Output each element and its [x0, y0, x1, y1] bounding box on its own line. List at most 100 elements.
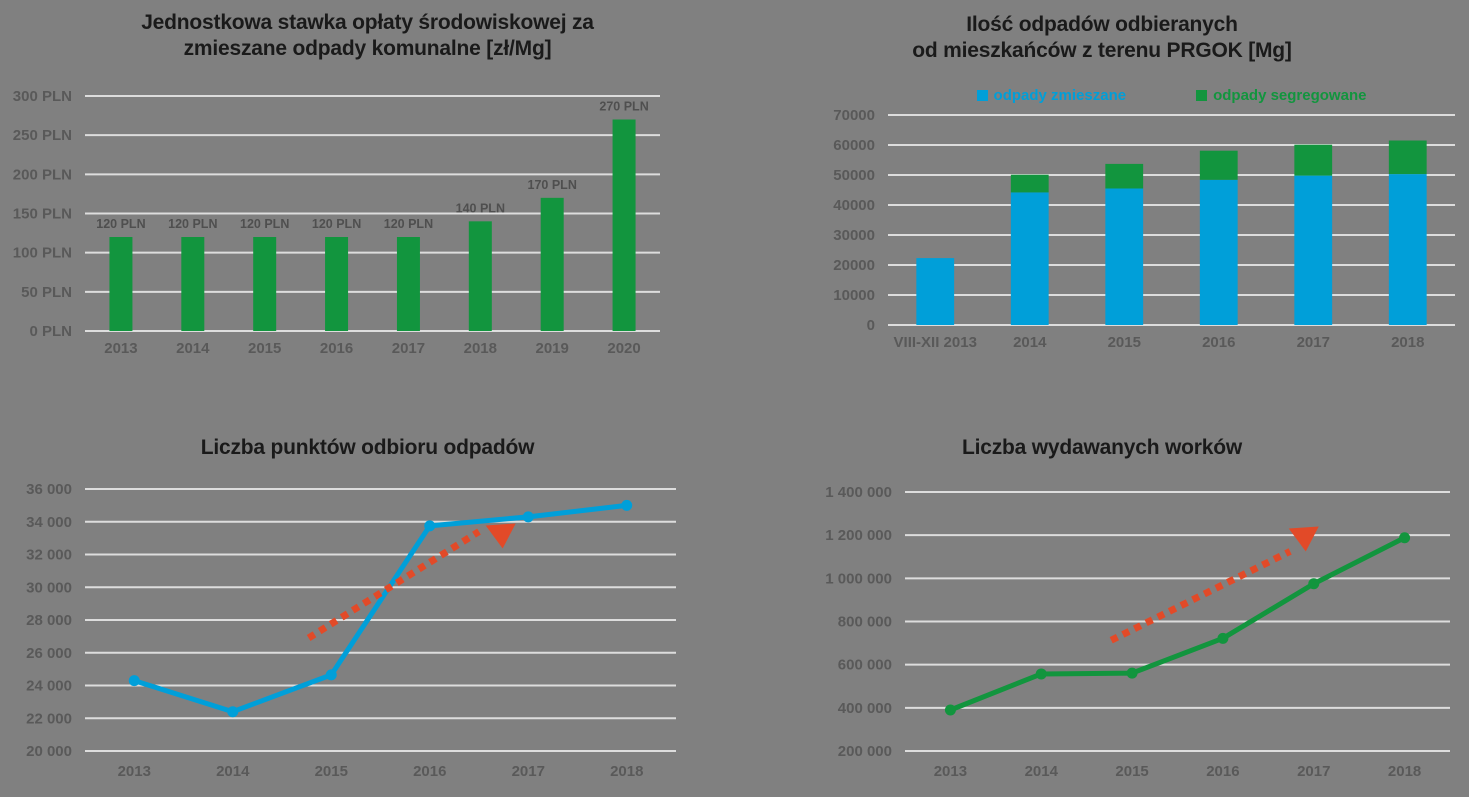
x-tick-label: 2016	[1206, 763, 1239, 780]
y-tick-label: 300 PLN	[13, 88, 72, 105]
x-tick-label: 2015	[315, 763, 348, 780]
y-tick-label: 32 000	[26, 547, 72, 564]
legend-swatch-blue-icon	[976, 89, 988, 101]
y-tick-label: 50000	[833, 167, 875, 184]
data-point-marker	[1308, 578, 1320, 590]
y-tick-label: 800 000	[838, 614, 892, 631]
y-tick-label: 600 000	[838, 657, 892, 674]
bar-value-label: 120 PLN	[312, 217, 361, 231]
bar-2015	[253, 237, 277, 331]
legend-swatch-green-icon	[1196, 89, 1208, 101]
chart-plot-unit-fee: 0 PLN 50 PLN 100 PLN 150 PLN 200 PLN 250 PLN 3…	[13, 88, 660, 357]
x-tick-label: 2017	[512, 763, 545, 780]
bar-2013	[109, 237, 133, 331]
x-tick-label: 2016	[320, 340, 353, 357]
data-point-marker	[522, 511, 534, 523]
bar-segment-2016	[1199, 150, 1238, 180]
legend-label-segregated-waste: odpady segregowane	[1213, 86, 1367, 104]
y-tick-label: 250 PLN	[13, 127, 72, 144]
bar-segment-2015	[1105, 163, 1144, 189]
data-point-marker	[621, 499, 633, 511]
bar-2018	[468, 221, 492, 331]
chart-plot-waste-collected: 0 10000 20000 30000 40000 50000 60000 70000 VIII…	[833, 107, 1455, 351]
y-tick-label: 400 000	[838, 700, 892, 717]
x-tick-label: 2015	[1115, 763, 1148, 780]
data-point-marker	[424, 520, 436, 532]
y-tick-label: 0	[867, 317, 875, 334]
y-tick-label: 26 000	[26, 645, 72, 662]
data-point-marker	[1126, 667, 1138, 679]
series-line	[947, 535, 1408, 713]
y-tick-label: 150 PLN	[13, 206, 72, 223]
trend-arrow-icon	[485, 523, 516, 549]
y-tick-label: 1 400 000	[825, 484, 892, 501]
legend-item-mixed-waste: odpady zmieszane	[976, 86, 1127, 104]
y-tick-label: 30 000	[26, 579, 72, 596]
y-tick-label: 60000	[833, 137, 875, 154]
x-tick-label: 2014	[1013, 334, 1047, 351]
bar-segment-2014	[1010, 174, 1049, 193]
y-tick-label: 0 PLN	[29, 323, 72, 340]
x-tick-label: 2013	[118, 763, 151, 780]
x-tick-label: 2016	[413, 763, 446, 780]
y-tick-label: 1 000 000	[825, 570, 892, 587]
x-tick-label: 2014	[1025, 763, 1059, 780]
chart-waste-collected: Ilość odpadów odbieranych od mieszkańców…	[735, 0, 1469, 399]
chart-pickup-points: Liczba punktów odbioru odpadów 20 000 22 …	[0, 399, 735, 797]
data-point-marker	[1035, 668, 1047, 680]
bar-value-label: 140 PLN	[456, 201, 505, 215]
y-tick-label: 20000	[833, 257, 875, 274]
data-point-marker	[325, 669, 337, 681]
x-tick-label: 2017	[1297, 334, 1330, 351]
bar-2020	[612, 119, 636, 331]
bar-2017	[396, 237, 420, 331]
bar-segment-2018	[1388, 174, 1427, 325]
chart-plot-bags-issued: 200 000 400 000 600 000 800 000 1 000 000 1 2…	[825, 484, 1450, 780]
bar-segment-2017	[1294, 144, 1333, 176]
bar-value-label: 120 PLN	[96, 217, 145, 231]
chart-title-pickup-points: Liczba punktów odbioru odpadów	[200, 436, 535, 459]
y-tick-label: 22 000	[26, 710, 72, 727]
chart-title-waste-collected: Ilość odpadów odbieranych od mieszkańców…	[912, 13, 1292, 63]
x-tick-label: 2014	[216, 763, 250, 780]
y-tick-label: 70000	[833, 107, 875, 124]
x-tick-label: 2013	[934, 763, 967, 780]
bar-segment-2014	[1010, 192, 1049, 325]
bar-value-label: 120 PLN	[240, 217, 289, 231]
data-point-marker	[1217, 632, 1229, 644]
y-tick-label: 24 000	[26, 678, 72, 695]
bar-segment-2016	[1199, 179, 1238, 325]
x-tick-label: 2018	[610, 763, 643, 780]
x-tick-label: 2016	[1202, 334, 1235, 351]
data-point-marker	[128, 675, 140, 687]
data-point-marker	[944, 704, 956, 716]
x-tick-label: VIII-XII 2013	[894, 334, 977, 351]
data-point-marker	[227, 706, 239, 718]
y-tick-label: 200 PLN	[13, 166, 72, 183]
y-tick-label: 200 000	[838, 743, 892, 760]
chart-plot-pickup-points: 20 000 22 000 24 000 26 000 28 000 30 000 32 0…	[26, 481, 676, 780]
y-tick-label: 34 000	[26, 514, 72, 531]
y-tick-label: 100 PLN	[13, 245, 72, 262]
chart-unit-fee: Jednostkowa stawka opłaty środowiskowej …	[0, 0, 735, 399]
x-tick-label: 2018	[464, 340, 497, 357]
bar-2016	[325, 237, 349, 331]
y-tick-label: 20 000	[26, 743, 72, 760]
x-tick-label: 2018	[1391, 334, 1424, 351]
series-line	[131, 502, 630, 715]
y-tick-label: 36 000	[26, 481, 72, 498]
bar-value-label: 120 PLN	[384, 217, 433, 231]
legend-item-segregated-waste: odpady segregowane	[1196, 87, 1366, 104]
y-tick-label: 28 000	[26, 612, 72, 629]
x-tick-label: 2018	[1388, 763, 1421, 780]
bar-2014	[181, 237, 205, 331]
x-tick-label: 2019	[536, 340, 569, 357]
x-tick-label: 2013	[104, 340, 137, 357]
legend-label-mixed-waste: odpady zmieszane	[993, 86, 1127, 104]
x-tick-label: 2015	[248, 340, 281, 357]
bar-value-label: 270 PLN	[599, 100, 648, 114]
trend-line	[1109, 548, 1292, 644]
chart-bags-issued: Liczba wydawanych worków 200 000 400 000 6…	[735, 399, 1469, 797]
